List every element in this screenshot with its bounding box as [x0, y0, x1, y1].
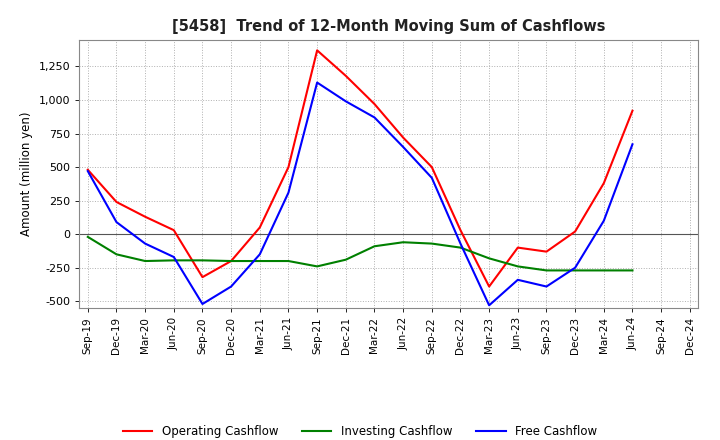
Operating Cashflow	[542, 249, 551, 254]
Y-axis label: Amount (million yen): Amount (million yen)	[20, 112, 33, 236]
Operating Cashflow	[370, 101, 379, 106]
Operating Cashflow	[84, 167, 92, 172]
Investing Cashflow	[312, 264, 321, 269]
Free Cashflow	[456, 241, 465, 246]
Operating Cashflow	[141, 214, 150, 220]
Free Cashflow	[198, 301, 207, 307]
Free Cashflow	[571, 265, 580, 270]
Free Cashflow	[485, 303, 493, 308]
Free Cashflow	[227, 284, 235, 289]
Investing Cashflow	[256, 258, 264, 264]
Operating Cashflow	[169, 227, 178, 233]
Investing Cashflow	[284, 258, 293, 264]
Investing Cashflow	[542, 268, 551, 273]
Investing Cashflow	[169, 258, 178, 263]
Investing Cashflow	[428, 241, 436, 246]
Operating Cashflow	[284, 165, 293, 170]
Free Cashflow	[284, 190, 293, 195]
Operating Cashflow	[428, 165, 436, 170]
Investing Cashflow	[628, 268, 636, 273]
Operating Cashflow	[198, 275, 207, 280]
Free Cashflow	[341, 99, 350, 104]
Investing Cashflow	[456, 245, 465, 250]
Free Cashflow	[256, 252, 264, 257]
Operating Cashflow	[312, 48, 321, 53]
Line: Free Cashflow: Free Cashflow	[88, 83, 632, 305]
Title: [5458]  Trend of 12-Month Moving Sum of Cashflows: [5458] Trend of 12-Month Moving Sum of C…	[172, 19, 606, 34]
Investing Cashflow	[571, 268, 580, 273]
Free Cashflow	[141, 241, 150, 246]
Free Cashflow	[370, 115, 379, 120]
Operating Cashflow	[341, 73, 350, 78]
Operating Cashflow	[628, 108, 636, 114]
Investing Cashflow	[112, 252, 121, 257]
Investing Cashflow	[485, 256, 493, 261]
Investing Cashflow	[227, 258, 235, 264]
Operating Cashflow	[112, 199, 121, 205]
Investing Cashflow	[513, 264, 522, 269]
Operating Cashflow	[456, 227, 465, 233]
Operating Cashflow	[600, 180, 608, 186]
Legend: Operating Cashflow, Investing Cashflow, Free Cashflow: Operating Cashflow, Investing Cashflow, …	[118, 421, 602, 440]
Free Cashflow	[513, 277, 522, 282]
Operating Cashflow	[399, 135, 408, 140]
Operating Cashflow	[571, 229, 580, 234]
Line: Investing Cashflow: Investing Cashflow	[88, 237, 632, 271]
Operating Cashflow	[513, 245, 522, 250]
Free Cashflow	[312, 80, 321, 85]
Operating Cashflow	[227, 258, 235, 264]
Free Cashflow	[428, 175, 436, 180]
Operating Cashflow	[485, 284, 493, 289]
Investing Cashflow	[341, 257, 350, 262]
Investing Cashflow	[84, 234, 92, 239]
Free Cashflow	[600, 218, 608, 224]
Line: Operating Cashflow: Operating Cashflow	[88, 50, 632, 286]
Operating Cashflow	[256, 225, 264, 230]
Investing Cashflow	[600, 268, 608, 273]
Free Cashflow	[169, 254, 178, 260]
Free Cashflow	[112, 220, 121, 225]
Investing Cashflow	[399, 240, 408, 245]
Investing Cashflow	[141, 258, 150, 264]
Free Cashflow	[628, 142, 636, 147]
Investing Cashflow	[370, 244, 379, 249]
Free Cashflow	[542, 284, 551, 289]
Investing Cashflow	[198, 258, 207, 263]
Free Cashflow	[399, 144, 408, 150]
Free Cashflow	[84, 169, 92, 174]
